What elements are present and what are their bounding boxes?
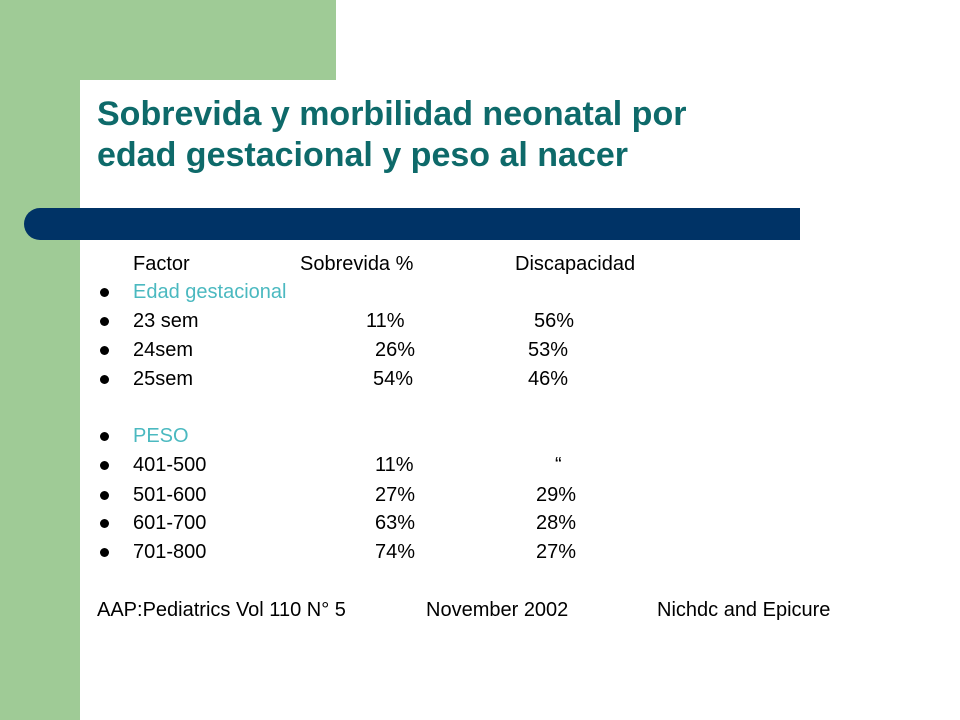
row-disability: 28% bbox=[536, 512, 577, 534]
row-survival: 11% bbox=[366, 310, 405, 332]
citation-source: AAP:Pediatrics Vol 110 N° 5 bbox=[97, 599, 346, 621]
header-factor: Factor bbox=[133, 253, 190, 275]
bullet-icon bbox=[100, 288, 109, 297]
row-label: PESO bbox=[133, 425, 189, 447]
decorative-green-strip bbox=[0, 0, 80, 720]
row-survival: 63% bbox=[375, 512, 416, 534]
bullet-icon bbox=[100, 375, 109, 384]
row-label: 25sem bbox=[133, 368, 194, 390]
title-line-2: edad gestacional y peso al nacer bbox=[97, 136, 629, 174]
row-label: 601-700 bbox=[133, 512, 207, 534]
bullet-icon bbox=[100, 519, 109, 528]
row-survival: 74% bbox=[375, 541, 416, 563]
citation-authors: Nichdc and Epicure bbox=[657, 599, 831, 621]
row-label: Edad gestacional bbox=[133, 281, 287, 303]
bullet-icon bbox=[100, 346, 109, 355]
row-label: 23 sem bbox=[133, 310, 199, 332]
bullet-icon bbox=[100, 491, 109, 500]
bullet-icon bbox=[100, 548, 109, 557]
row-label: 24sem bbox=[133, 339, 194, 361]
bullet-icon bbox=[100, 317, 109, 326]
row-disability: “ bbox=[555, 454, 562, 476]
header-disability: Discapacidad bbox=[515, 253, 636, 275]
row-survival: 26% bbox=[375, 339, 416, 361]
row-disability: 53% bbox=[528, 339, 569, 361]
row-label: 401-500 bbox=[133, 454, 207, 476]
slide-title: Sobrevida y morbilidad neonatal por edad… bbox=[97, 94, 917, 176]
bullet-icon bbox=[100, 461, 109, 470]
row-disability: 56% bbox=[534, 310, 575, 332]
title-divider-bar bbox=[24, 208, 800, 240]
bullet-icon bbox=[100, 432, 109, 441]
row-survival: 27% bbox=[375, 484, 416, 506]
row-survival: 11% bbox=[375, 454, 414, 476]
row-disability: 27% bbox=[536, 541, 577, 563]
row-disability: 29% bbox=[536, 484, 577, 506]
row-label: 701-800 bbox=[133, 541, 207, 563]
row-label: 501-600 bbox=[133, 484, 207, 506]
citation-date: November 2002 bbox=[426, 599, 569, 621]
header-survival: Sobrevida % bbox=[300, 253, 414, 275]
slide-panel bbox=[80, 80, 960, 720]
row-survival: 54% bbox=[373, 368, 414, 390]
row-disability: 46% bbox=[528, 368, 569, 390]
title-line-1: Sobrevida y morbilidad neonatal por bbox=[97, 95, 687, 133]
